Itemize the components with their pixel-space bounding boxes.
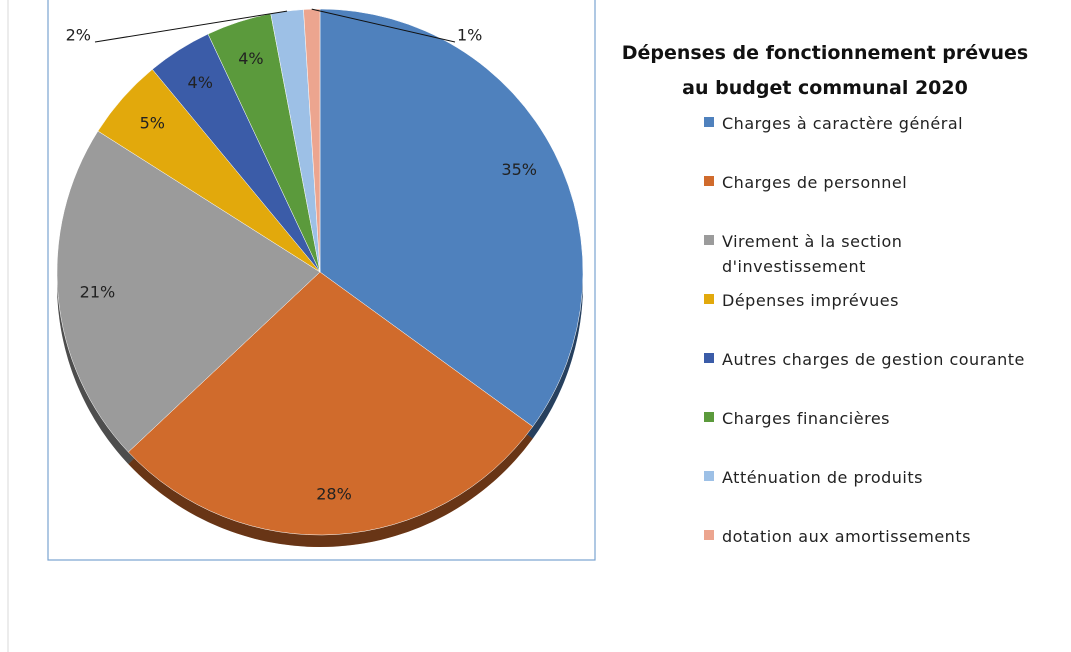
data-label: 4%	[188, 73, 213, 92]
legend-swatch	[704, 117, 714, 127]
chart-title: Dépenses de fonctionnement prévues	[621, 42, 1029, 64]
legend-label: Dépenses imprévues	[722, 291, 899, 310]
legend-label: Charges à caractère général	[722, 114, 964, 133]
legend-swatch	[704, 176, 714, 186]
data-label: 1%	[457, 26, 482, 45]
legend-swatch	[704, 530, 714, 540]
slice	[303, 8, 321, 273]
slice	[319, 8, 584, 427]
legend-item: Atténuation de produits	[704, 465, 1034, 490]
legend-label: dotation aux amortissements	[722, 527, 971, 546]
legend-swatch	[704, 294, 714, 304]
legend-item: Autres charges de gestion courante	[704, 347, 1034, 372]
legend-item: dotation aux amortissements	[704, 524, 1034, 549]
data-label: 5%	[140, 114, 165, 133]
legend-item: Virement à la section d'investissement	[704, 229, 1034, 279]
legend-item: Charges à caractère général	[704, 111, 1034, 136]
legend-swatch	[704, 235, 714, 245]
legend-label: Charges de personnel	[722, 173, 908, 192]
data-label: 4%	[238, 49, 263, 68]
leader-line	[94, 10, 288, 43]
legend-label: Atténuation de produits	[722, 468, 923, 487]
legend-item: Dépenses imprévues	[704, 288, 1034, 313]
data-label: 35%	[501, 160, 537, 179]
plot-frame	[47, 0, 596, 561]
legend-label: Charges financières	[722, 409, 890, 428]
data-label: 2%	[66, 26, 91, 45]
legend-label: Virement à la section d'investissement	[722, 232, 903, 276]
chart-title: au budget communal 2020	[682, 77, 968, 99]
legend-swatch	[704, 412, 714, 422]
data-label: 28%	[316, 485, 352, 504]
legend-item: Charges financières	[704, 406, 1034, 431]
legend-swatch	[704, 353, 714, 363]
slice	[56, 130, 321, 453]
leader-line	[311, 8, 456, 43]
legend-item: Charges de personnel	[704, 170, 1034, 195]
legend-swatch	[704, 471, 714, 481]
legend-label: Autres charges de gestion courante	[722, 350, 1025, 369]
data-label: 21%	[80, 283, 116, 302]
slice	[127, 271, 534, 536]
pie: 35% 28% 21% 5% 4% 4% 2% 1%	[56, 8, 584, 536]
